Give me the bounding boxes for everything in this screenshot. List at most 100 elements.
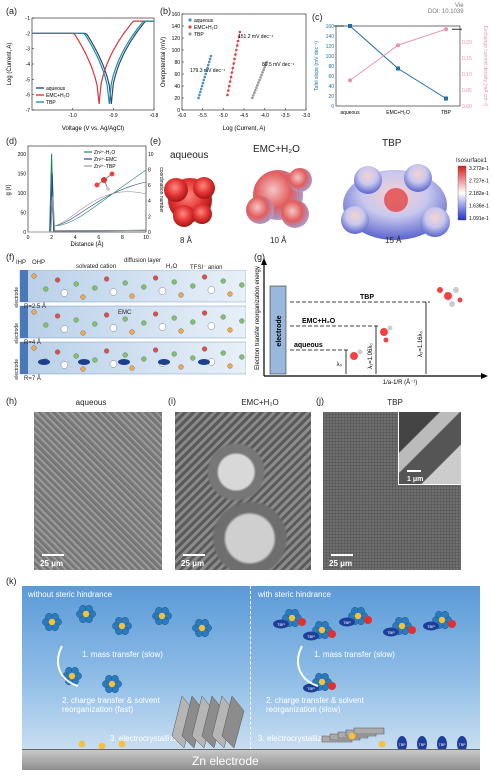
- panel-e-tbp-title: TBP: [382, 138, 402, 149]
- f-ion: [153, 275, 159, 281]
- doi-line-2: DOI: 10.1039: [427, 9, 464, 15]
- electrode-label-2: electrode: [14, 323, 20, 344]
- f-ion: [141, 356, 147, 362]
- b-legend-label: TBP: [194, 32, 204, 38]
- a-ytick-label: -2: [26, 31, 31, 37]
- svg-text:TBP: TBP: [419, 743, 426, 747]
- isosurface-title: Isosurface1: [456, 158, 488, 164]
- k-left-step2: 2. charge transfer & solvent reorganizat…: [62, 696, 160, 714]
- f-ion: [129, 329, 135, 335]
- f-ion: [171, 315, 177, 321]
- sem-j-inset: 1 μm: [398, 412, 461, 485]
- f-ion: [190, 283, 196, 289]
- g-aqueous-molecule: [350, 349, 363, 360]
- g-tbp-molecule: [437, 287, 463, 307]
- label-diffusion-layer: diffusion layer: [124, 258, 161, 264]
- b-xtick-label: -3.5: [281, 113, 290, 119]
- f-ion: [122, 316, 128, 322]
- d-xtick-label: 2: [50, 235, 53, 241]
- k-solvated-ion: [112, 617, 132, 635]
- f-ion: [239, 318, 245, 324]
- k-electrode-label: Zn electrode: [192, 754, 259, 768]
- f-tbp-molecule: [38, 359, 50, 365]
- k-zn-atom: [78, 740, 86, 748]
- svg-text:TBP: TBP: [399, 743, 406, 747]
- d-ytick-label: 50: [20, 210, 26, 216]
- iso-tick-label: 2.727e-1: [469, 179, 489, 185]
- f-ion: [178, 364, 184, 370]
- b-legend-swatch: [188, 18, 192, 22]
- panel-e-aqueous-title: aqueous: [170, 150, 209, 161]
- a-legend-label: EMC+H₂O: [46, 93, 70, 99]
- d-y2tick-label: 0: [148, 230, 151, 236]
- label-tfsi-anion: TFSI⁻ anion: [190, 265, 223, 271]
- b-point: [253, 91, 256, 95]
- svg-text:TBP: TBP: [343, 620, 351, 625]
- k-right-title: with steric hindrance: [258, 590, 331, 599]
- label-emc: EMC: [118, 310, 132, 316]
- k-solvated-ion-tbp: TBP: [423, 611, 456, 631]
- b-ytick-label: 160: [172, 12, 181, 18]
- c-series-line: [349, 28, 447, 81]
- d-y2tick-label: 8: [148, 167, 151, 173]
- f-tbp-molecule: [158, 359, 170, 365]
- panel-e-isosurfaces: 3.272e-1 2.727e-1 2.182e-1 1.636e-1 1.091e-1: [164, 164, 489, 240]
- sem-image-aqueous: 25 μm: [34, 412, 162, 570]
- panel-a-chart: -1 -2 -3 -4 -5 -6 -7 -1.0 -0.9 -0.8 aqueousEMC+H₂O…: [7, 16, 159, 132]
- f-ion: [153, 311, 159, 317]
- sem-h-title: aqueous: [75, 398, 107, 407]
- d-y2tick-label: 6: [148, 183, 151, 189]
- sem-j-title: TBP: [387, 398, 403, 407]
- svg-text:TBP: TBP: [459, 743, 466, 747]
- c-ytick-label: 0: [331, 104, 334, 110]
- sem-image-emc: 25 μm: [175, 412, 311, 570]
- panel-e-emc-title: EMC+H₂O: [253, 144, 300, 155]
- b-xtick-label: -4.5: [240, 113, 249, 119]
- panel-a-xlabel: Voltage (V vs. Ag/AgCl): [62, 126, 124, 132]
- c-point: [444, 27, 448, 32]
- svg-text:TBP: TBP: [387, 630, 395, 635]
- f-ion: [227, 363, 233, 369]
- f-ion: [153, 347, 159, 353]
- sem-i-title: EMC+H₂O: [241, 398, 279, 407]
- iso-tick-label: 3.272e-1: [469, 166, 489, 172]
- f-ion: [103, 312, 110, 318]
- k-solvated-ion: [62, 667, 82, 685]
- g-emc-molecule: [380, 325, 393, 343]
- b-annotation: 151.2 mV dec⁻¹: [238, 34, 273, 40]
- a-ytick-label: -4: [26, 62, 31, 68]
- a-ytick-label: -5: [26, 77, 31, 83]
- b-annotation: 80.5 mV dec⁻¹: [262, 62, 295, 68]
- f-ion: [239, 354, 245, 360]
- panel-c-frame: [335, 25, 461, 107]
- iso-tick-label: 1.636e-1: [469, 204, 489, 210]
- k-right-step1: 1. mass transfer (slow): [314, 650, 395, 659]
- k-zn-atom: [378, 740, 386, 748]
- g-ylabel: Electron transfer reorganization energy: [255, 266, 261, 370]
- panel-g-label: (g): [254, 252, 265, 262]
- d-legend-label: Zn²⁺-H₂O: [94, 150, 115, 156]
- f-ion: [103, 276, 110, 282]
- d-y2tick-label: 4: [148, 199, 151, 205]
- c-ytick-label: 20: [328, 94, 334, 100]
- f-ion: [92, 285, 98, 291]
- c-category-label: aqueous: [340, 110, 360, 116]
- electrode-label-3: electrode: [14, 359, 20, 380]
- doi-header: Vie DOI: 10.1039: [428, 3, 464, 15]
- k-solvated-ion-tbp: TBP: [383, 617, 416, 637]
- f-ion: [60, 361, 69, 369]
- f-ion: [122, 352, 128, 358]
- k-arrow-left: [57, 645, 79, 687]
- f-ion: [92, 321, 98, 327]
- k-arrow-right: [297, 645, 319, 687]
- d-xtick-label: 8: [121, 235, 124, 241]
- k-adsorbed-tbp: [437, 736, 447, 752]
- f-ion: [92, 357, 98, 363]
- f-tbp-molecule: [118, 359, 130, 365]
- panel-a-label: (a): [6, 6, 17, 16]
- f-ion: [54, 349, 61, 355]
- f-ion: [80, 330, 86, 336]
- f-ion: [227, 327, 233, 333]
- iso-tick-label: 2.182e-1: [469, 191, 489, 197]
